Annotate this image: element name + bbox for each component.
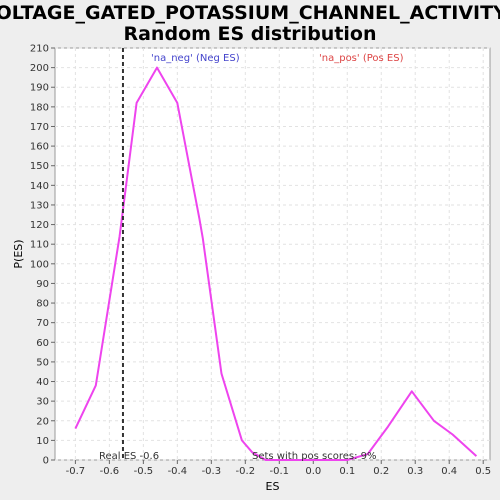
legend-neg-es: 'na_neg' (Neg ES) [151,53,240,64]
plot-area [54,47,491,461]
x-tick-label: 0.1 [339,466,355,477]
x-axis: -0.7 -0.6 -0.5 -0.4 -0.3 -0.2 -0.1 0.0 0.1 0.2 0.3… [66,460,491,477]
x-tick-label: 0.5 [475,466,491,477]
x-tick-label: -0.6 [100,466,120,477]
y-tick-label: 90 [36,279,49,290]
y-tick-label: 190 [30,83,49,94]
y-tick-label: 10 [36,436,49,447]
y-tick-label: 140 [30,181,49,192]
y-tick-label: 160 [30,142,49,153]
y-axis: 0 10 20 30 40 50 60 70 80 90 100 110 120 130 140 150 160… [30,44,55,467]
y-tick-label: 110 [30,240,49,251]
y-tick-label: 170 [30,122,49,133]
y-tick-label: 200 [30,63,49,74]
chart-title-line2: Random ES distribution [123,23,376,45]
series-layer [74,66,478,461]
x-tick-label: -0.3 [202,466,222,477]
x-tick-label: -0.5 [134,466,154,477]
pos-scores-annotation: Sets with pos scores: 9% [252,451,377,462]
x-tick-label: -0.4 [168,466,188,477]
chart-title-line1: VOLTAGE_GATED_POTASSIUM_CHANNEL_ACTIVITY… [0,2,500,24]
x-tick-label: -0.1 [270,466,290,477]
y-axis-label: P(ES) [12,239,25,268]
y-tick-label: 180 [30,102,49,113]
y-tick-label: 0 [43,456,49,467]
x-tick-label: 0.3 [407,466,423,477]
y-tick-label: 30 [36,397,49,408]
y-tick-label: 80 [36,299,49,310]
x-tick-label: -0.2 [236,466,256,477]
y-tick-label: 40 [36,377,49,388]
series-line [74,66,478,461]
y-tick-label: 150 [30,161,49,172]
x-tick-label: -0.7 [66,466,86,477]
real-es-label: Real ES -0.6 [99,451,159,462]
x-tick-label: 0.4 [441,466,457,477]
y-tick-label: 60 [36,338,49,349]
legend-pos-es: 'na_pos' (Pos ES) [319,53,404,64]
y-tick-label: 100 [30,259,49,270]
y-tick-label: 210 [30,44,49,55]
x-tick-label: 0.0 [305,466,321,477]
x-tick-label: 0.2 [373,466,389,477]
grid [55,47,490,461]
y-tick-label: 120 [30,220,49,231]
x-axis-label: ES [266,480,280,493]
y-tick-label: 50 [36,357,49,368]
y-tick-label: 20 [36,416,49,427]
y-tick-label: 70 [36,318,49,329]
y-tick-label: 130 [30,200,49,211]
